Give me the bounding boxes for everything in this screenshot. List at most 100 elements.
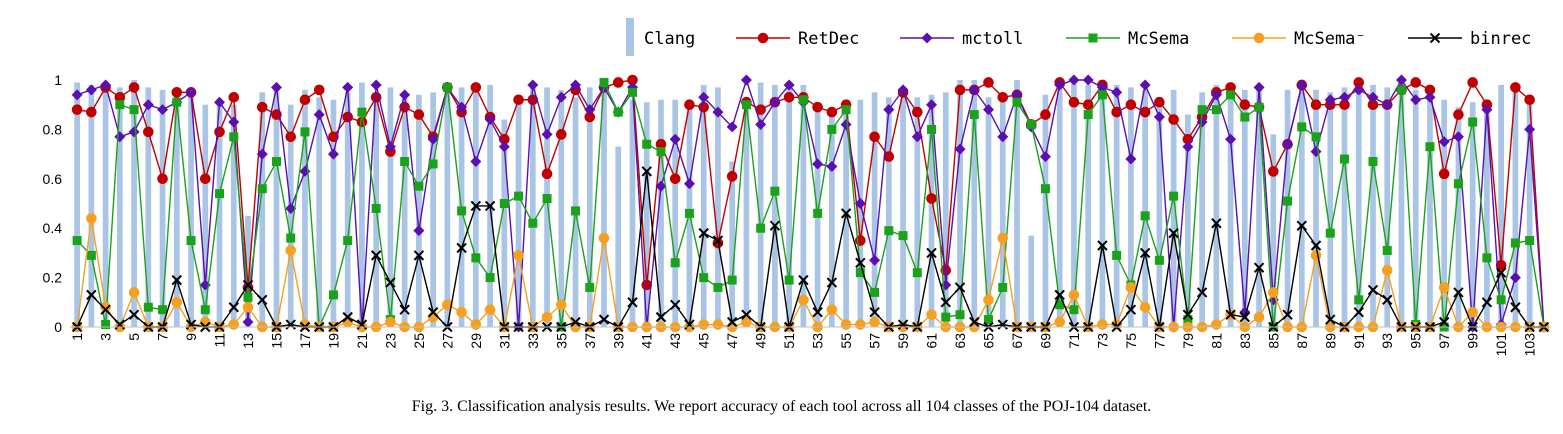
bar-clang-12 <box>230 104 237 327</box>
point-4-42 <box>655 311 667 323</box>
point-4-101 <box>1495 267 1507 278</box>
series-line-2 <box>76 79 1545 328</box>
x-tick-label: 11 <box>212 333 228 348</box>
point-1-50 <box>769 96 781 108</box>
point-4-5 <box>128 309 140 320</box>
point-0-44 <box>684 99 695 110</box>
bar-clang-103 <box>1526 94 1533 327</box>
point-1-74 <box>1111 86 1123 98</box>
x-tick-label: 39 <box>610 333 626 349</box>
bar-clang-19 <box>330 99 337 327</box>
x-tick-label: 35 <box>553 333 569 349</box>
x-tick-label: 27 <box>439 333 455 349</box>
point-1-56 <box>854 198 866 209</box>
legend-marker <box>921 32 933 44</box>
x-tick-label: 99 <box>1465 333 1481 349</box>
point-4-102 <box>1510 302 1521 313</box>
point-0-98 <box>1453 109 1464 120</box>
x-tick-label: 49 <box>753 333 769 349</box>
point-1-18 <box>313 109 325 121</box>
point-3-26 <box>427 311 439 323</box>
bar-clang-27 <box>444 92 451 327</box>
point-4-53 <box>812 306 823 318</box>
x-tick-label: 65 <box>981 333 997 349</box>
x-tick-label: 87 <box>1294 333 1310 349</box>
bar-clang-31 <box>501 119 508 328</box>
bar-clang-92 <box>1370 84 1376 327</box>
bar-clang-66 <box>999 97 1006 327</box>
x-tick-label: 25 <box>411 333 427 349</box>
point-1-88 <box>1310 146 1322 158</box>
legend-item-4: McSema⁻ <box>1232 29 1366 49</box>
x-tick-label: 53 <box>810 333 826 349</box>
bar-clang-60 <box>914 97 921 327</box>
point-4-43 <box>670 299 681 310</box>
point-2-27 <box>442 82 452 92</box>
point-3-5 <box>128 287 140 298</box>
point-1-97 <box>1438 136 1450 148</box>
point-4-91 <box>1353 306 1364 318</box>
point-0-12 <box>228 91 240 103</box>
bar-clang-99 <box>1469 102 1476 327</box>
point-0-57 <box>869 131 880 143</box>
point-1-20 <box>342 81 354 93</box>
point-1-65 <box>983 104 995 116</box>
point-1-30 <box>484 114 496 126</box>
x-tick-label: 19 <box>325 333 341 349</box>
point-0-2 <box>86 106 97 118</box>
point-2-17 <box>300 127 310 137</box>
point-0-35 <box>555 129 567 140</box>
point-0-54 <box>826 106 838 118</box>
point-1-100 <box>1481 104 1493 116</box>
point-3-55 <box>840 319 852 330</box>
point-2-1 <box>72 236 82 246</box>
point-2-40 <box>627 87 637 97</box>
point-2-20 <box>343 236 353 246</box>
point-1-80 <box>1196 116 1208 128</box>
point-1-70 <box>1054 79 1066 91</box>
bar-clang-41 <box>643 102 650 327</box>
point-1-42 <box>655 180 667 192</box>
legend-item-2: mctoll <box>900 29 1023 49</box>
point-4-2 <box>86 289 97 301</box>
bar-clang-56 <box>857 99 864 327</box>
point-0-88 <box>1310 99 1322 110</box>
point-1-57 <box>869 254 881 266</box>
point-2-73 <box>1097 90 1107 100</box>
point-2-76 <box>1140 211 1150 221</box>
point-1-43 <box>669 133 681 145</box>
bar-clang-14 <box>259 92 266 327</box>
bar-clang-90 <box>1341 87 1348 327</box>
point-1-87 <box>1296 79 1308 91</box>
x-tick-label: 3 <box>98 333 114 341</box>
point-3-81 <box>1211 319 1222 330</box>
bar-clang-78 <box>1170 89 1177 327</box>
legend-label: binrec <box>1470 29 1531 49</box>
bar-clang-65 <box>985 97 992 327</box>
point-3-73 <box>1097 319 1108 330</box>
point-4-46 <box>712 235 724 246</box>
bar-clang-79 <box>1185 114 1191 327</box>
bar-clang-8 <box>173 89 180 327</box>
bar-clang-11 <box>216 104 223 327</box>
point-4-48 <box>741 309 752 320</box>
bar-clang-32 <box>515 97 522 327</box>
point-2-28 <box>457 206 467 216</box>
point-1-44 <box>683 178 695 190</box>
point-2-43 <box>670 258 680 268</box>
point-0-1 <box>71 104 83 115</box>
figure-caption: Fig. 3. Classification analysis results.… <box>411 398 1152 415</box>
bar-clang-74 <box>1113 84 1120 327</box>
bar-clang-91 <box>1355 87 1362 327</box>
bar-clang-58 <box>885 97 892 327</box>
point-4-62 <box>940 297 951 308</box>
point-2-25 <box>414 181 424 191</box>
x-tick-label: 93 <box>1379 333 1395 349</box>
bar-clang-73 <box>1099 80 1106 327</box>
point-0-14 <box>256 101 268 113</box>
point-1-46 <box>712 106 724 118</box>
point-3-97 <box>1438 282 1450 293</box>
bar-clang-37 <box>586 87 593 327</box>
legend-label: RetDec <box>798 29 859 49</box>
bar-clang-20 <box>344 92 351 327</box>
